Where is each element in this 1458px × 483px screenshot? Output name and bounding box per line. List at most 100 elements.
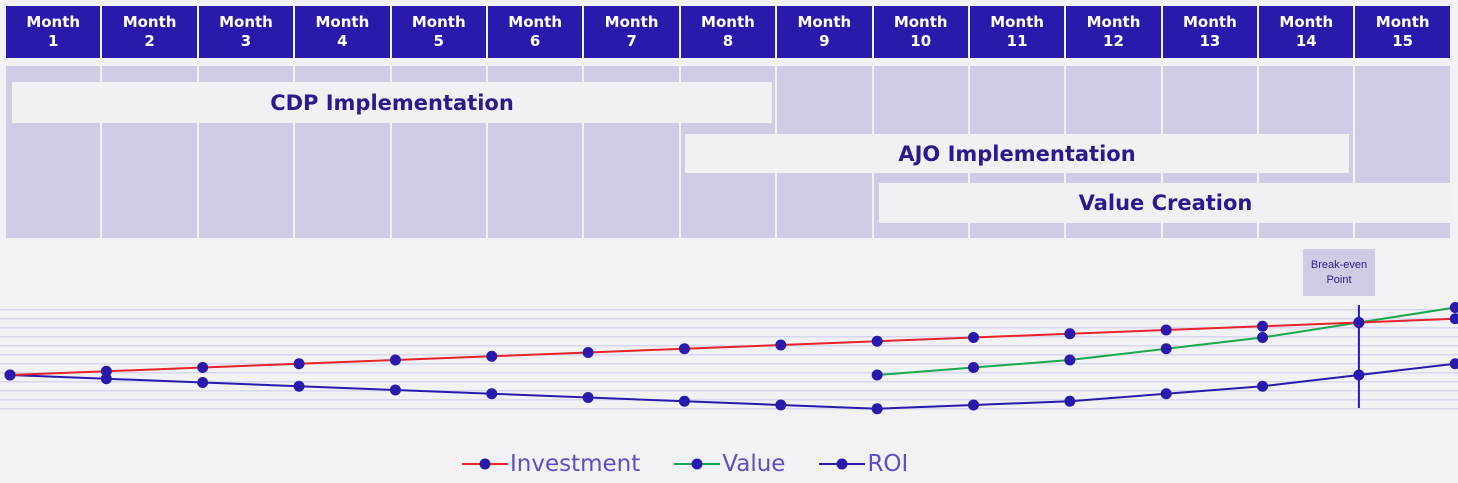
data-point-value <box>871 369 883 381</box>
month-header-word: Month <box>219 13 273 31</box>
data-point-roi <box>871 403 883 415</box>
month-header-number: 3 <box>240 32 252 50</box>
data-point-investment <box>775 339 787 351</box>
data-point-roi <box>1449 358 1458 370</box>
month-header-number: 2 <box>144 32 155 50</box>
legend-item-investment: Investment <box>462 451 640 477</box>
month-header-number: 4 <box>337 32 348 50</box>
data-point-roi <box>1160 388 1172 400</box>
data-point-roi <box>1353 369 1365 381</box>
month-header-word: Month <box>893 13 948 31</box>
month-header-number: 9 <box>819 32 830 50</box>
month-header-9: Month 9 <box>777 6 874 58</box>
data-point-value <box>1064 354 1076 366</box>
data-point-roi <box>968 399 979 411</box>
data-point-roi <box>678 395 690 407</box>
data-point-roi <box>293 380 305 392</box>
month-header-word: Month <box>1375 13 1430 31</box>
phase-label-value: Value Creation <box>1078 191 1253 215</box>
legend-label-value: Value <box>722 451 786 477</box>
data-point-roi <box>197 377 209 388</box>
month-header-11: Month 11 <box>969 6 1067 58</box>
data-point-investment <box>389 354 401 366</box>
data-point-roi <box>486 388 498 400</box>
month-header-number: 10 <box>910 32 932 50</box>
data-point-investment <box>1449 313 1458 325</box>
month-header-word: Month <box>1183 13 1237 31</box>
month-header-1: Month 1 <box>6 6 103 58</box>
data-point-investment <box>968 332 979 343</box>
month-header-number: 7 <box>626 32 637 50</box>
data-point-roi <box>1257 380 1269 392</box>
data-point-investment <box>1160 324 1172 336</box>
data-point-value <box>1449 302 1458 313</box>
month-header-2: Month 2 <box>102 6 199 58</box>
month-header-12: Month 12 <box>1066 6 1163 58</box>
month-header-3: Month 3 <box>198 6 296 58</box>
series-line-value <box>877 306 1456 376</box>
break-even-label-line1: Break-even <box>1310 258 1368 271</box>
month-header-word: Month <box>1279 13 1334 31</box>
month-header-word: Month <box>122 13 177 31</box>
month-header-13: Month 13 <box>1162 6 1260 58</box>
series-line-investment <box>9 317 1456 376</box>
month-header-14: Month 14 <box>1259 6 1356 58</box>
month-header-10: Month 10 <box>873 6 970 58</box>
legend-label-roi: ROI <box>867 451 909 477</box>
data-point-investment <box>293 358 305 370</box>
month-header-word: Month <box>411 13 466 31</box>
month-header-number: 13 <box>1199 32 1221 50</box>
month-header-word: Month <box>1086 13 1141 31</box>
legend-item-roi: ROI <box>819 451 908 477</box>
month-header-word: Month <box>315 13 370 31</box>
month-header-7: Month 7 <box>584 6 681 58</box>
month-header-number: 12 <box>1103 32 1124 50</box>
series-line-roi <box>9 362 1456 410</box>
data-point-value <box>1257 332 1269 343</box>
phase-label-ajo: AJO Implementation <box>898 141 1136 166</box>
data-point-investment <box>1257 320 1269 332</box>
phase-bar-cdp-implementation: CDP Implementation <box>12 82 772 123</box>
legend-item-value: Value <box>674 451 785 477</box>
month-header-number: 11 <box>1006 32 1028 50</box>
data-point-investment <box>4 369 16 381</box>
legend-swatch-value <box>674 458 721 470</box>
month-header-15: Month 15 <box>1355 6 1452 58</box>
month-header-row: Month 1 Month 2 Month 3 Month 4 Month 5 Month 6 Mont… <box>6 6 1452 58</box>
data-point-investment <box>100 365 112 377</box>
month-header-word: Month <box>701 13 755 31</box>
month-header-word: Month <box>990 13 1044 31</box>
break-even-annotation: Break-even Point <box>1303 249 1375 296</box>
data-point-investment <box>486 350 498 362</box>
data-point-roi <box>389 384 401 396</box>
data-point-roi <box>1064 395 1076 407</box>
data-point-investment <box>678 343 690 355</box>
month-header-number: 1 <box>47 32 59 50</box>
data-point-investment <box>197 362 209 373</box>
month-header-5: Month 5 <box>391 6 488 58</box>
month-header-4: Month 4 <box>295 6 392 58</box>
legend-swatch-roi <box>819 458 866 470</box>
phase-bar-value-creation: Value Creation <box>879 183 1452 223</box>
month-header-word: Month <box>604 13 659 31</box>
data-point-investment <box>1353 317 1365 328</box>
month-header-number: 14 <box>1295 32 1317 50</box>
data-point-investment <box>871 335 883 347</box>
month-header-number: 5 <box>433 32 444 50</box>
legend-label-investment: Investment <box>510 451 641 477</box>
phase-bar-ajo-implementation: AJO Implementation <box>685 134 1349 173</box>
month-header-number: 15 <box>1392 32 1414 50</box>
data-point-roi <box>775 399 787 411</box>
data-point-roi <box>582 392 594 403</box>
break-even-label-line2: Point <box>1326 273 1352 286</box>
data-point-investment <box>582 347 594 358</box>
data-point-investment <box>1064 328 1076 340</box>
month-header-word: Month <box>508 13 563 31</box>
data-point-value <box>1160 343 1172 355</box>
month-header-8: Month 8 <box>680 6 778 58</box>
month-header-word: Month <box>26 13 81 31</box>
line-chart <box>0 302 1458 415</box>
month-header-6: Month 6 <box>487 6 585 58</box>
phase-label-cdp: CDP Implementation <box>270 90 514 115</box>
month-header-number: 6 <box>529 32 541 50</box>
